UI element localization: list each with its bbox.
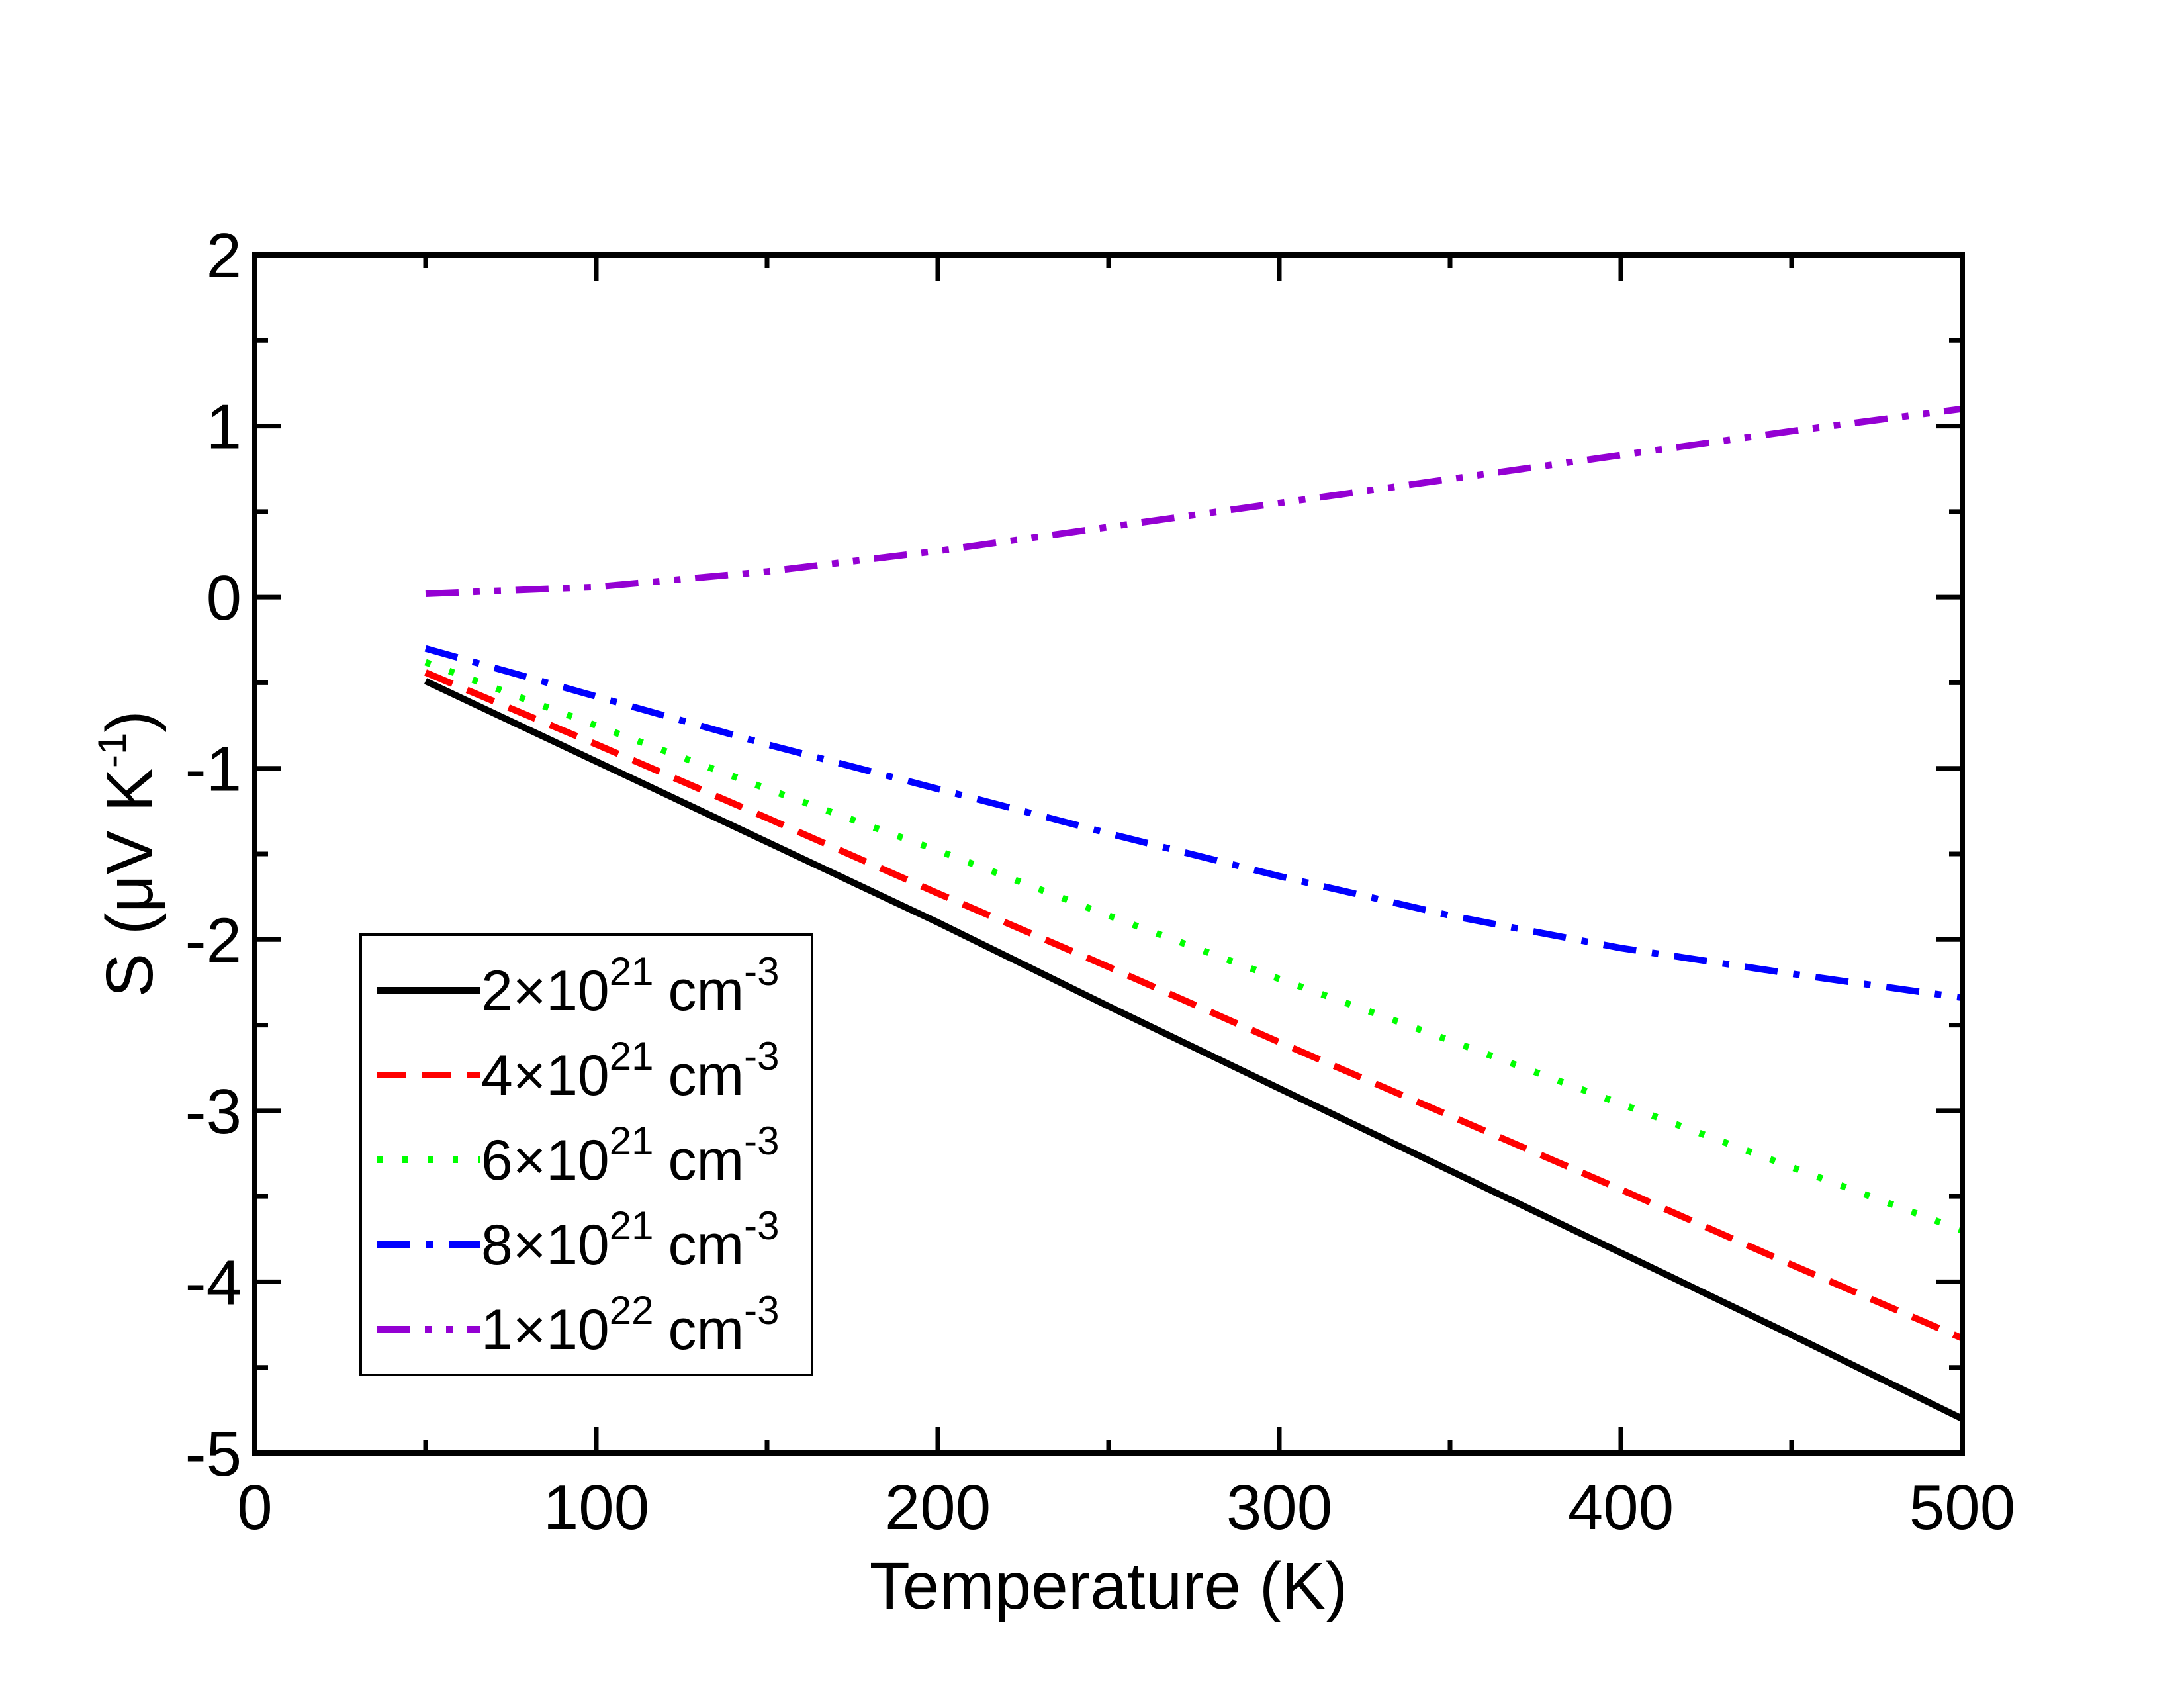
y-tick-labels: -5 -4 -3 -2 -1 0 1 2 [185, 220, 242, 1489]
series-line-2 [424, 669, 1964, 1342]
series-line-5 [425, 405, 1963, 597]
y-tick-label: -5 [185, 1419, 242, 1489]
x-tick-label: 500 [1909, 1472, 2015, 1543]
y-axis-title-unit: V K [93, 768, 167, 874]
y-tick-label: 1 [206, 392, 242, 463]
y-axis-title-suffix: ) [93, 710, 167, 732]
x-tick-label: 300 [1226, 1472, 1332, 1543]
x-tick-label: 0 [237, 1472, 272, 1543]
y-tick-label: -2 [185, 905, 242, 976]
x-tick-label: 400 [1568, 1472, 1674, 1543]
legend-box [359, 933, 813, 1376]
x-axis-title: Temperature (K) [870, 1549, 1347, 1623]
y-tick-label: -1 [185, 734, 242, 805]
y-tick-label: -4 [185, 1247, 242, 1318]
series-layer [424, 405, 1964, 1422]
x-tick-label: 200 [885, 1472, 991, 1543]
plot-frame [252, 252, 1965, 1456]
legend-label-5: 1×1022 cm-3 [481, 1288, 779, 1362]
y-axis-title: S (μV K-1) [90, 710, 167, 997]
y-axis-title-mu: μ [93, 874, 167, 913]
x-tick-labels: 0 100 200 300 400 500 [237, 1472, 2015, 1543]
y-axis-title-prefix: S ( [93, 913, 167, 998]
y-tick-label: 2 [206, 220, 242, 291]
x-tick-label: 100 [543, 1472, 649, 1543]
legend-label-4: 8×1021 cm-3 [481, 1203, 779, 1277]
y-tick-label: 0 [206, 563, 242, 633]
legend-label-3: 6×1021 cm-3 [481, 1119, 779, 1192]
legend-label-2: 4×1021 cm-3 [481, 1034, 779, 1107]
y-tick-label: -3 [185, 1076, 242, 1147]
y-axis-title-exponent: -1 [90, 733, 134, 768]
series-line-4 [424, 645, 1963, 1002]
series-line-1 [424, 678, 1964, 1422]
legend-label-1: 2×1021 cm-3 [481, 949, 779, 1023]
legend: 2×1021 cm-3 4×1021 cm-3 6×1021 cm-3 8×1021 cm-3… [359, 933, 813, 1376]
